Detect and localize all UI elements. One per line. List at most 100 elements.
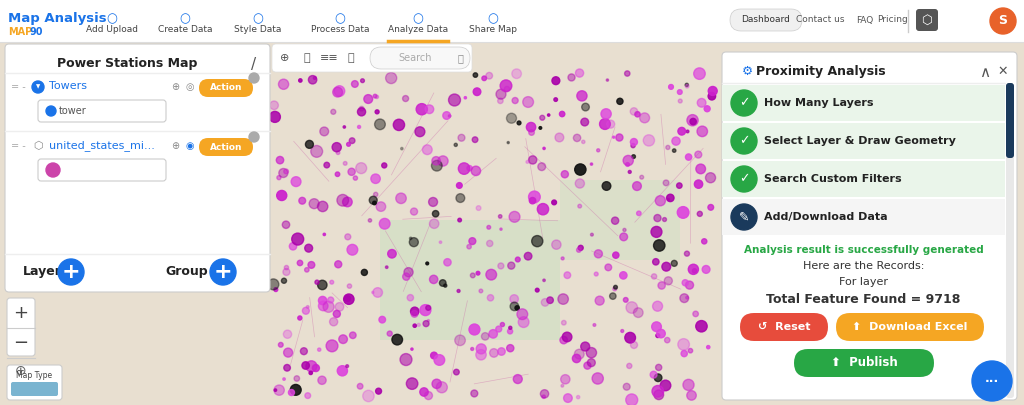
Circle shape xyxy=(686,130,689,133)
Circle shape xyxy=(651,322,662,332)
Circle shape xyxy=(486,226,490,229)
Circle shape xyxy=(584,362,591,369)
Circle shape xyxy=(526,160,528,163)
Text: Action: Action xyxy=(210,83,243,92)
Circle shape xyxy=(361,269,368,275)
Circle shape xyxy=(528,156,537,164)
Circle shape xyxy=(512,69,521,79)
Circle shape xyxy=(575,69,584,77)
Circle shape xyxy=(664,180,669,186)
Circle shape xyxy=(395,193,407,204)
Text: ⬡: ⬡ xyxy=(33,141,43,151)
Circle shape xyxy=(504,86,510,92)
Circle shape xyxy=(652,386,664,397)
Circle shape xyxy=(455,143,458,147)
Circle shape xyxy=(333,87,343,97)
Circle shape xyxy=(680,294,689,303)
Circle shape xyxy=(574,164,586,175)
Circle shape xyxy=(581,118,589,126)
Circle shape xyxy=(318,301,328,311)
Circle shape xyxy=(605,264,611,271)
Circle shape xyxy=(315,280,319,284)
Bar xyxy=(560,180,680,260)
Text: Towers: Towers xyxy=(49,81,87,91)
Circle shape xyxy=(299,79,302,82)
Circle shape xyxy=(597,149,600,152)
Circle shape xyxy=(660,380,671,391)
Circle shape xyxy=(386,72,396,83)
Circle shape xyxy=(542,395,546,399)
Circle shape xyxy=(455,335,465,345)
Text: How Many Layers: How Many Layers xyxy=(764,98,873,108)
Circle shape xyxy=(602,182,611,190)
Circle shape xyxy=(429,198,437,207)
Circle shape xyxy=(510,295,518,303)
Circle shape xyxy=(528,130,535,135)
Circle shape xyxy=(695,320,708,332)
Circle shape xyxy=(526,122,536,132)
Circle shape xyxy=(300,348,307,355)
Text: Group: Group xyxy=(165,266,208,279)
Circle shape xyxy=(411,311,418,317)
Text: ⊕: ⊕ xyxy=(281,53,290,63)
Circle shape xyxy=(706,173,716,183)
Circle shape xyxy=(668,198,670,201)
Circle shape xyxy=(476,344,486,354)
Circle shape xyxy=(407,378,418,389)
Circle shape xyxy=(376,388,382,394)
Circle shape xyxy=(402,96,409,102)
Text: ↺  Reset: ↺ Reset xyxy=(758,322,810,332)
Circle shape xyxy=(335,172,340,177)
FancyBboxPatch shape xyxy=(272,44,472,72)
Circle shape xyxy=(510,302,519,311)
Text: Contact us: Contact us xyxy=(796,15,844,24)
Circle shape xyxy=(333,310,340,318)
Circle shape xyxy=(357,384,362,389)
Text: Map Analysis: Map Analysis xyxy=(8,12,106,25)
Circle shape xyxy=(355,163,367,174)
Circle shape xyxy=(482,76,486,81)
Circle shape xyxy=(517,121,521,125)
Text: Total Feature Found = 9718: Total Feature Found = 9718 xyxy=(766,293,961,306)
Text: ○: ○ xyxy=(179,12,190,25)
Text: ⊕: ⊕ xyxy=(171,82,179,92)
Circle shape xyxy=(655,364,662,371)
Bar xyxy=(722,161,1005,197)
Circle shape xyxy=(310,145,323,157)
Circle shape xyxy=(498,98,503,104)
Circle shape xyxy=(317,376,327,384)
Circle shape xyxy=(284,330,292,338)
FancyBboxPatch shape xyxy=(7,298,35,356)
Circle shape xyxy=(276,156,284,164)
Circle shape xyxy=(539,127,542,129)
Circle shape xyxy=(540,115,545,120)
Circle shape xyxy=(318,296,327,305)
Text: ◎: ◎ xyxy=(185,82,194,92)
Circle shape xyxy=(319,127,329,136)
Circle shape xyxy=(443,259,452,266)
Circle shape xyxy=(438,156,449,166)
Circle shape xyxy=(687,115,698,126)
Circle shape xyxy=(684,251,689,256)
Circle shape xyxy=(685,154,692,160)
Circle shape xyxy=(654,215,662,222)
Circle shape xyxy=(339,335,347,343)
Circle shape xyxy=(335,261,342,268)
FancyBboxPatch shape xyxy=(199,138,253,156)
Circle shape xyxy=(309,199,319,209)
Text: ○: ○ xyxy=(106,12,118,25)
Circle shape xyxy=(415,127,425,136)
Circle shape xyxy=(349,138,355,143)
Circle shape xyxy=(611,217,618,224)
Circle shape xyxy=(347,244,357,255)
Circle shape xyxy=(552,77,560,85)
Circle shape xyxy=(500,228,502,230)
FancyBboxPatch shape xyxy=(38,159,166,181)
Circle shape xyxy=(304,268,309,272)
Circle shape xyxy=(457,183,462,188)
Circle shape xyxy=(678,128,686,135)
Circle shape xyxy=(656,329,666,338)
Circle shape xyxy=(575,179,585,188)
Text: united_states_mi...: united_states_mi... xyxy=(49,140,155,151)
Text: ⬆  Download Excel: ⬆ Download Excel xyxy=(852,322,968,332)
